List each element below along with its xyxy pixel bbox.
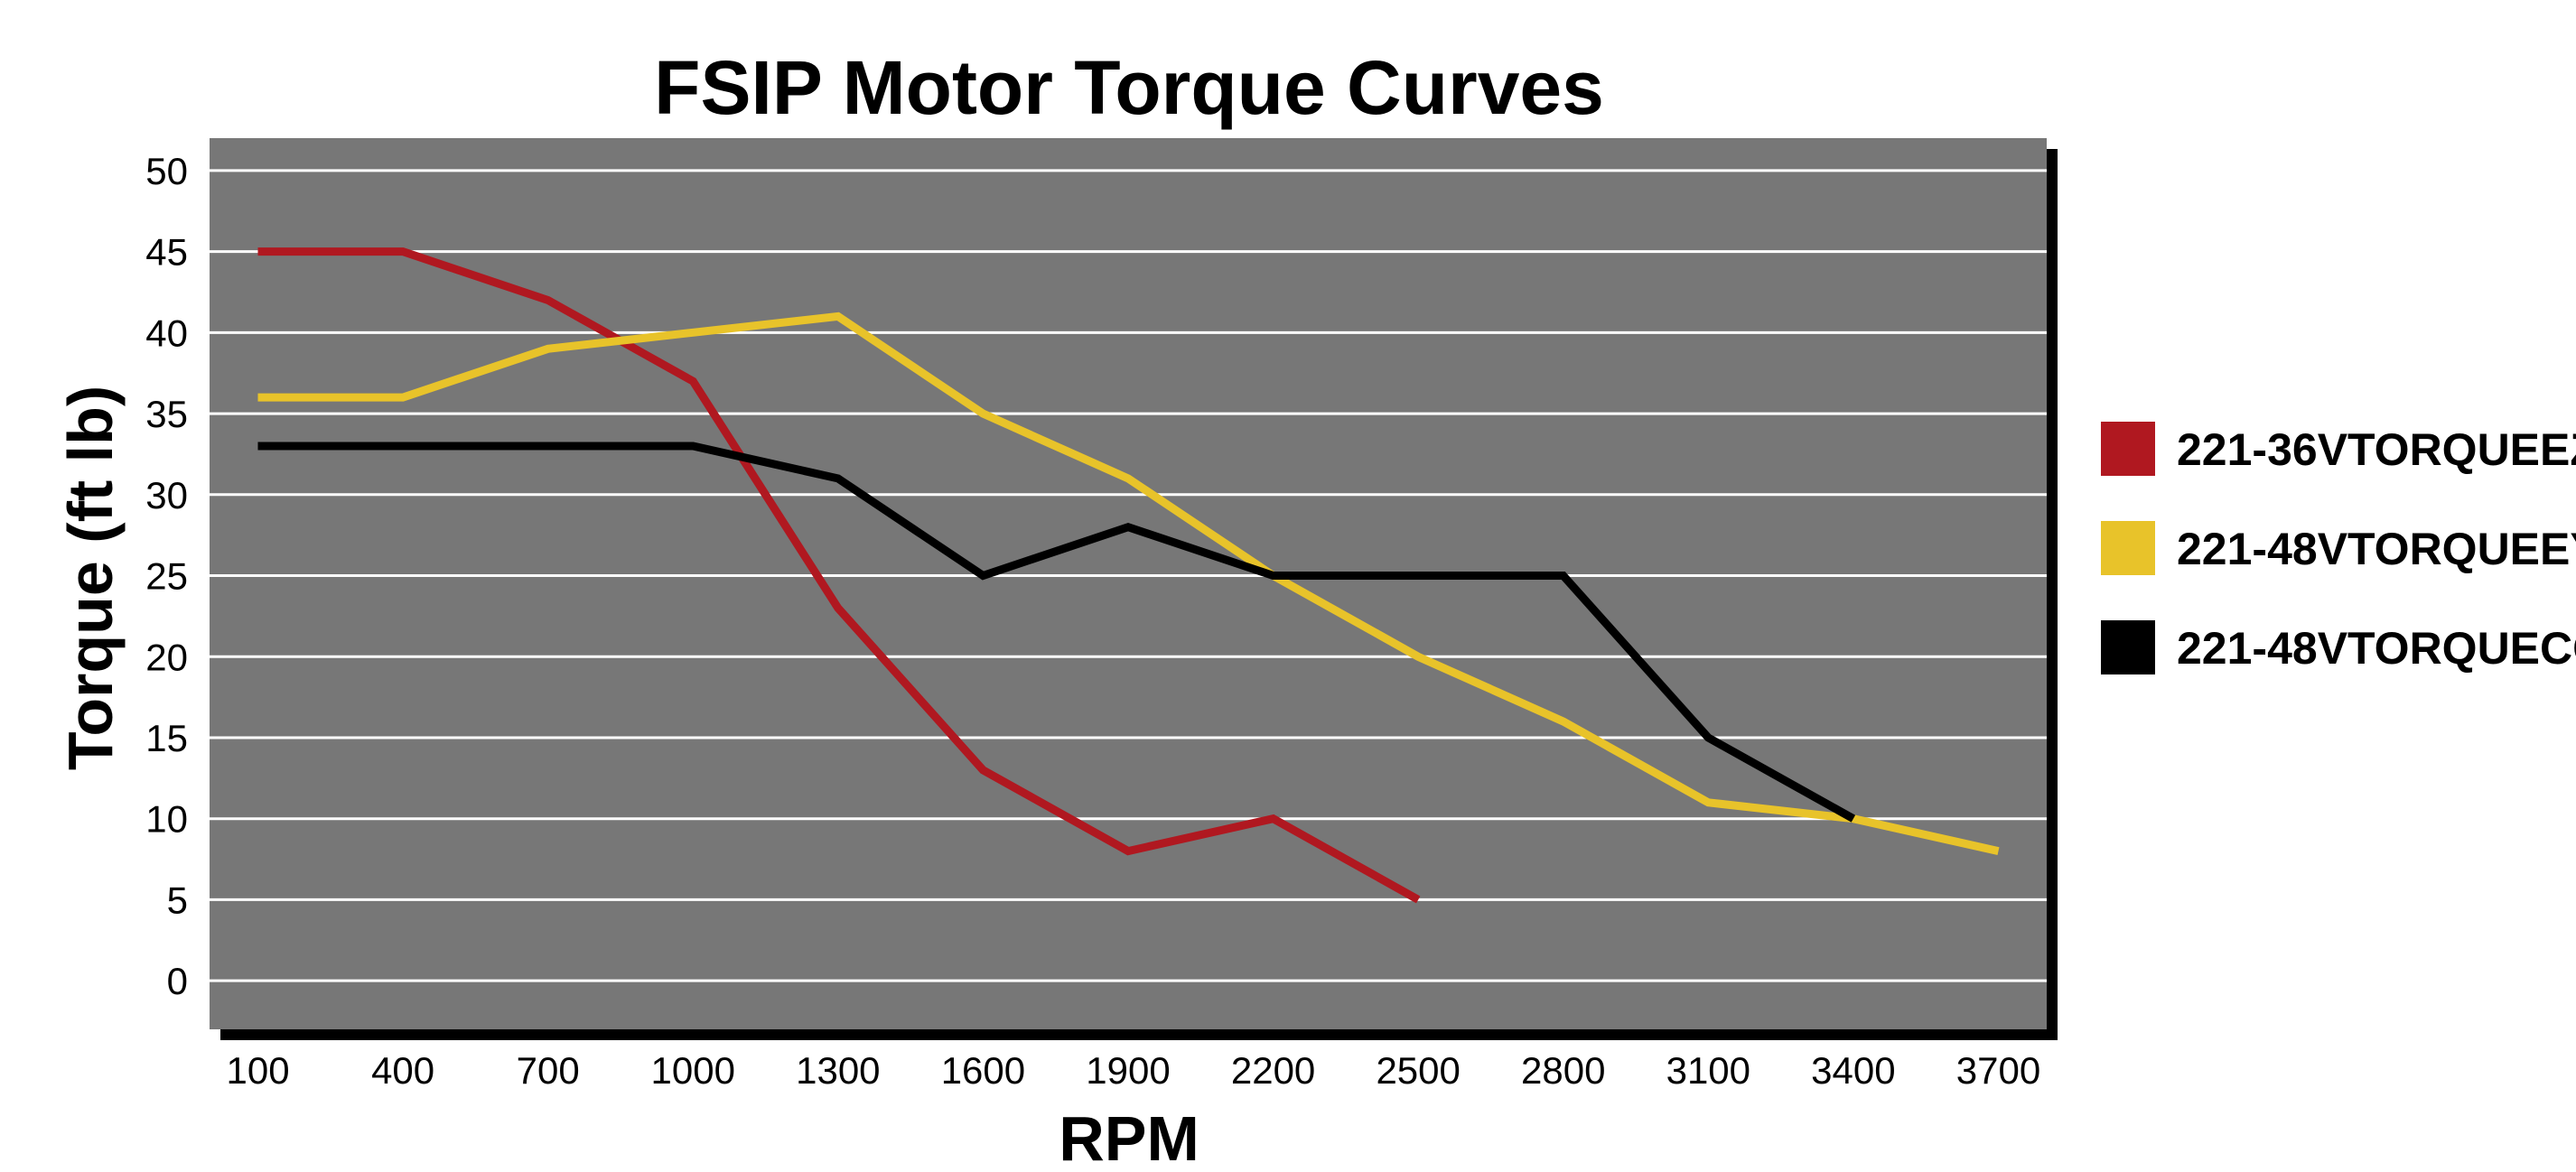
- series-line-221-36VTORQUEEZ: [257, 247, 1421, 904]
- y-tick-label: 45: [145, 231, 188, 274]
- legend-label: 221-36VTORQUEEZ: [2177, 424, 2576, 475]
- x-tick-label: 2800: [1521, 1049, 1605, 1092]
- series-line-221-48VTORQUEEY: [257, 312, 2000, 855]
- y-tick-label: 5: [167, 879, 188, 921]
- x-axis-title: RPM: [1059, 1103, 1199, 1172]
- y-tick-label: 30: [145, 474, 188, 516]
- x-tick-label: 2500: [1376, 1049, 1460, 1092]
- y-axis-title: Torque (ft lb): [55, 386, 126, 770]
- x-tick-label: 2200: [1231, 1049, 1315, 1092]
- y-tick-label: 10: [145, 798, 188, 841]
- x-tick-label: 400: [371, 1049, 434, 1092]
- y-tick-label: 0: [167, 960, 188, 1002]
- x-tick-label: 1300: [796, 1049, 880, 1092]
- y-tick-label: 35: [145, 393, 188, 435]
- x-tick-label: 700: [517, 1049, 580, 1092]
- legend-swatch-221-48VTORQUEEY: [2101, 521, 2155, 575]
- legend-label: 221-48VTORQUECC: [2177, 623, 2576, 674]
- x-tick-label: 1900: [1086, 1049, 1170, 1092]
- y-tick-label: 20: [145, 636, 188, 678]
- y-tick-label: 15: [145, 717, 188, 759]
- x-tick-label: 1600: [941, 1049, 1025, 1092]
- legend-label: 221-48VTORQUEEY: [2177, 524, 2576, 574]
- series-line-221-48VTORQUECC: [257, 442, 1856, 823]
- x-tick-label: 1000: [651, 1049, 735, 1092]
- x-tick-label: 3400: [1811, 1049, 1895, 1092]
- legend-swatch-221-48VTORQUECC: [2101, 620, 2155, 674]
- legend-swatch-221-36VTORQUEEZ: [2101, 422, 2155, 476]
- y-tick-label: 50: [145, 150, 188, 192]
- x-tick-label: 3700: [1956, 1049, 2040, 1092]
- y-tick-label: 40: [145, 312, 188, 354]
- x-tick-label: 3100: [1666, 1049, 1750, 1092]
- y-tick-label: 25: [145, 555, 188, 598]
- chart-title: FSIP Motor Torque Curves: [654, 45, 1604, 130]
- plot-area: [210, 138, 2047, 1029]
- x-tick-label: 100: [226, 1049, 289, 1092]
